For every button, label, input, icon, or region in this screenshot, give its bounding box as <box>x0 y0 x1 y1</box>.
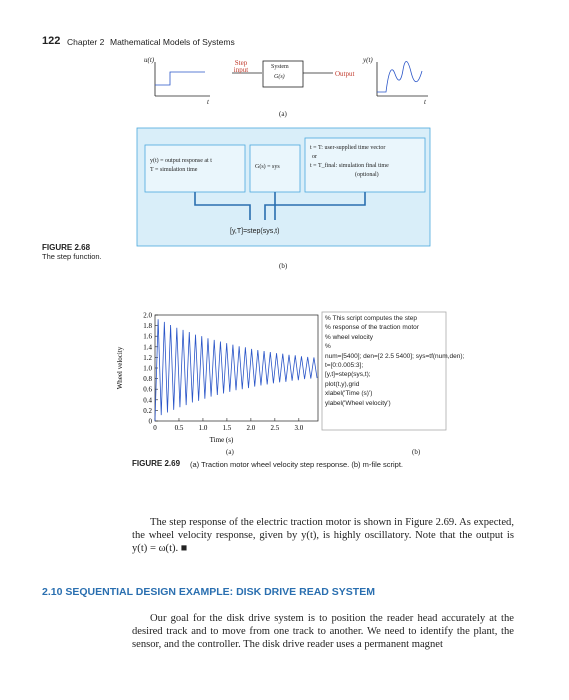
script-line: plot(t,y),grid <box>325 380 360 388</box>
system-label: System <box>271 64 289 70</box>
y-axis-label: Wheel velocity <box>116 346 124 389</box>
chapter: Chapter 2 <box>67 37 105 47</box>
axis-label: t <box>207 98 209 106</box>
script-line: num=[5400]; den=[2 2.5 5400]; sys=tf(num… <box>325 352 465 360</box>
script-line: % wheel velocity <box>325 333 374 341</box>
y-tick-label: 1.0 <box>143 365 152 373</box>
section-heading: 2.10 SEQUENTIAL DESIGN EXAMPLE: DISK DRI… <box>42 586 375 598</box>
y-tick-label: 2.0 <box>143 312 152 320</box>
figure-caption: The step function. <box>42 252 102 261</box>
x-tick-label: 1.5 <box>223 424 232 432</box>
part-label: (a) <box>226 448 234 456</box>
axis-label: y(t) <box>363 56 373 64</box>
y-tick-label: 1.2 <box>143 354 152 362</box>
box-text: t = T: user-supplied time vector <box>310 145 386 151</box>
page-number: 122 <box>42 35 61 47</box>
y-tick-label: 0 <box>149 418 153 426</box>
y-tick-label: 1.4 <box>143 343 152 351</box>
figure-number: FIGURE 2.69 <box>132 459 181 468</box>
y-tick-label: 1.8 <box>143 322 152 330</box>
box-text: G(s) = sys <box>255 164 280 170</box>
script-line: % This script computes the step <box>325 315 418 322</box>
step-diagram <box>154 60 428 97</box>
part-label: (b) <box>412 448 421 456</box>
x-tick-label: 2.0 <box>247 424 256 432</box>
x-tick-label: 0.5 <box>175 424 184 432</box>
figure-number: FIGURE 2.68 <box>42 243 91 252</box>
axis-label: u(t) <box>144 56 155 64</box>
box-text: y(t) = output response at t <box>150 158 212 164</box>
x-tick-label: 0 <box>153 424 157 432</box>
y-tick-label: 0.2 <box>143 407 152 415</box>
script-line: t=[0:0.005:3]; <box>325 362 364 370</box>
x-tick-label: 2.5 <box>270 424 279 432</box>
paragraph: Our goal for the disk drive system is to… <box>132 613 514 650</box>
step-input-label: Step input <box>233 59 249 74</box>
script-line: xlabel('Time (s)') <box>325 390 373 398</box>
script-lines: % This script computes the step % respon… <box>325 314 464 408</box>
output-label: Output <box>335 70 355 78</box>
box-text: (optional) <box>355 172 379 178</box>
y-tick-label: 0.8 <box>143 375 152 383</box>
x-axis-label: Time (s) <box>210 436 234 444</box>
script-line: ylabel('Wheel velocity') <box>325 399 391 407</box>
x-tick-label: 3.0 <box>294 424 303 432</box>
script-line: % <box>325 343 331 351</box>
script-line: [y,t]=step(sys,t); <box>325 371 371 379</box>
box-text: T = simulation time <box>150 167 198 173</box>
box-text: or <box>312 154 317 160</box>
x-tick-label: 1.0 <box>199 424 208 432</box>
command: [y,T]=step(sys,t) <box>230 228 280 235</box>
box-text: t = T_final: simulation final time <box>310 163 389 169</box>
y-tick-label: 0.4 <box>143 396 152 404</box>
response-line <box>154 319 318 422</box>
script-line: % response of the traction motor <box>325 324 419 332</box>
step-command-diagram <box>136 127 431 247</box>
figure-caption: (a) Traction motor wheel velocity step r… <box>190 460 403 469</box>
axis-label: t <box>424 98 426 106</box>
script-box <box>321 311 447 431</box>
running-title: Mathematical Models of Systems <box>110 37 235 47</box>
transfer-label: G(s) <box>274 74 285 80</box>
paragraph: The step response of the electric tracti… <box>132 517 514 554</box>
part-label: (a) <box>279 110 287 118</box>
y-tick-label: 1.6 <box>143 333 152 341</box>
y-tick-label: 0.6 <box>143 386 152 394</box>
part-label: (b) <box>279 262 288 270</box>
